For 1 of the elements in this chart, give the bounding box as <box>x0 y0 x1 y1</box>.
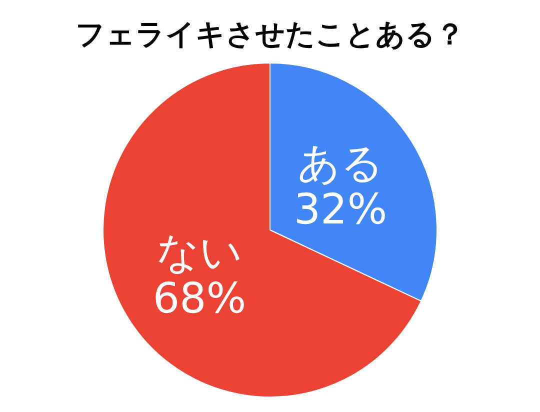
title: フェライキさせたことある？ <box>76 17 464 51</box>
